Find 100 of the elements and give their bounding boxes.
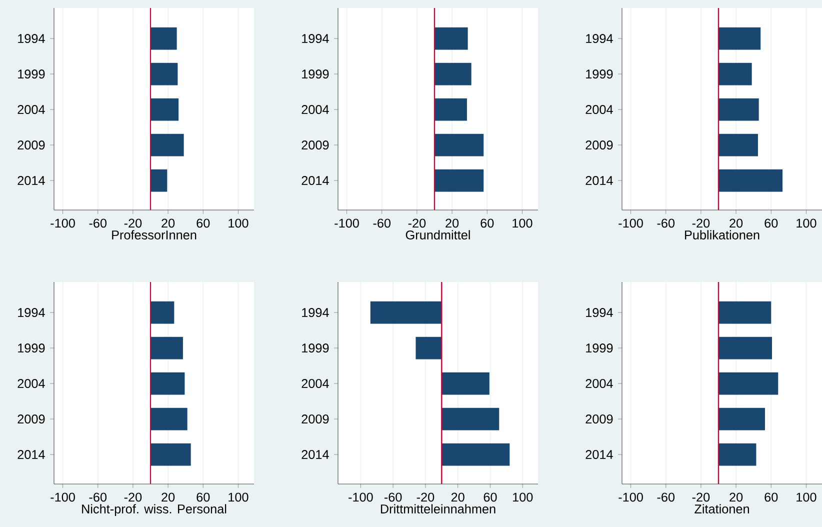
y-tick-label: 2014	[302, 176, 329, 186]
bar	[718, 62, 752, 86]
bar	[718, 443, 756, 466]
x-tick-label: -100	[50, 492, 75, 502]
y-tick-label: 1999	[586, 70, 613, 79]
x-tick-label: -20	[124, 218, 142, 228]
bar	[150, 372, 185, 395]
x-tick-label: -20	[124, 492, 142, 502]
y-tick-label: 2009	[302, 414, 329, 424]
x-tick-label: 100	[228, 492, 248, 502]
y-tick-label: 1999	[586, 344, 613, 353]
bar	[718, 27, 761, 50]
x-tick-label: 100	[796, 218, 816, 228]
x-tick-label: 60	[196, 218, 210, 228]
x-tick-label: 20	[446, 218, 459, 228]
y-tick-label: 1994	[302, 308, 329, 318]
bar	[370, 301, 442, 324]
x-tick-label: -60	[657, 218, 675, 228]
y-tick-label: 1994	[586, 34, 613, 44]
x-tick-label: -100	[618, 218, 643, 228]
bar	[434, 98, 467, 121]
x-tick-label: 100	[228, 218, 248, 228]
x-tick-label: 100	[513, 492, 533, 502]
bar	[718, 169, 783, 192]
y-tick-label: 2009	[18, 140, 45, 150]
bar	[150, 98, 179, 121]
y-tick-label: 1994	[586, 308, 613, 318]
x-tick-label: 60	[764, 492, 778, 502]
x-axis-title: Drittmitteleinnahmen	[380, 504, 496, 514]
x-tick-label: -60	[89, 218, 107, 228]
x-tick-label: -100	[334, 218, 359, 228]
x-axis-title: Publikationen	[685, 230, 760, 240]
x-tick-label: 20	[730, 218, 743, 228]
bar	[150, 62, 178, 86]
x-tick-label: 20	[451, 492, 464, 502]
x-tick-label: -100	[50, 218, 75, 228]
x-tick-label: -20	[692, 492, 710, 502]
x-tick-label: 60	[196, 492, 210, 502]
x-tick-label: -60	[89, 492, 107, 502]
x-axis-title: Nicht-prof. wiss. Personal	[82, 504, 226, 516]
bar	[150, 408, 188, 430]
bar	[150, 169, 168, 192]
x-tick-label: 60	[484, 492, 497, 502]
bar	[434, 27, 468, 50]
y-tick-label: 2009	[586, 140, 613, 150]
bar	[718, 372, 778, 395]
y-tick-label: 1994	[18, 34, 45, 44]
x-tick-label: -60	[373, 218, 391, 228]
y-tick-label: 1999	[18, 344, 45, 353]
x-axis-title: ProfessorInnen	[112, 230, 196, 240]
x-tick-label: 60	[480, 218, 494, 228]
x-tick-label: 20	[730, 492, 743, 502]
x-tick-label: 100	[796, 492, 816, 502]
y-tick-label: 2004	[586, 379, 613, 388]
bar	[150, 134, 184, 156]
x-tick-label: -60	[384, 492, 402, 502]
y-tick-label: 2004	[18, 379, 45, 388]
y-tick-label: 1999	[18, 70, 45, 79]
x-tick-label: -100	[348, 492, 373, 502]
y-tick-label: 2009	[586, 414, 613, 424]
y-tick-label: 2014	[18, 450, 45, 460]
bar	[718, 336, 772, 360]
x-tick-label: -20	[416, 492, 434, 502]
y-tick-label: 2014	[586, 176, 613, 186]
y-tick-label: 2014	[302, 450, 329, 460]
bar	[150, 301, 174, 324]
bar	[718, 301, 772, 324]
bar	[150, 443, 191, 466]
bar	[434, 134, 484, 156]
bar	[434, 169, 484, 192]
bar	[150, 27, 177, 50]
x-tick-label: 20	[162, 218, 175, 228]
y-tick-label: 2009	[302, 140, 329, 150]
y-tick-label: 2014	[586, 450, 613, 460]
x-tick-label: -60	[657, 492, 675, 502]
bar	[718, 98, 759, 121]
bar	[442, 443, 510, 466]
x-tick-label: -20	[408, 218, 426, 228]
y-tick-label: 2009	[18, 414, 45, 424]
bar	[718, 134, 758, 156]
y-tick-label: 2014	[18, 176, 45, 186]
bar	[416, 336, 442, 360]
x-axis-title: Grundmittel	[406, 230, 470, 240]
y-tick-label: 1994	[18, 308, 45, 318]
bar	[434, 62, 472, 86]
y-tick-label: 2004	[18, 105, 45, 114]
y-tick-label: 2004	[302, 379, 329, 388]
x-tick-label: -100	[618, 492, 643, 502]
x-tick-label: 20	[162, 492, 175, 502]
x-tick-label: 60	[764, 218, 778, 228]
y-tick-label: 2004	[302, 105, 329, 114]
y-tick-label: 1999	[302, 70, 329, 79]
bar	[442, 408, 500, 430]
bar	[718, 408, 765, 430]
bar	[150, 336, 183, 360]
y-tick-label: 1999	[302, 344, 329, 353]
bar	[442, 372, 490, 395]
y-tick-label: 2004	[586, 105, 613, 114]
x-tick-label: -20	[692, 218, 710, 228]
y-tick-label: 1994	[302, 34, 329, 44]
